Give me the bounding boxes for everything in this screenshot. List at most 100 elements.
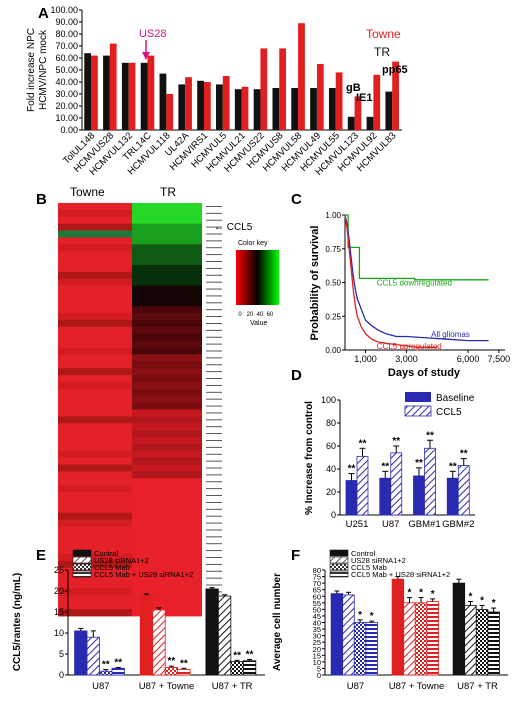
f-y-tick-label: 70 <box>313 579 321 588</box>
e-bar <box>152 609 166 676</box>
heatmap-cell-tr <box>132 540 202 548</box>
heatmap-col-label-tr: TR <box>160 185 176 199</box>
f-sig-label: * <box>419 588 423 599</box>
f-category-label: U87 <box>347 681 364 692</box>
heatmap-cell-towne <box>58 547 132 555</box>
heatmap-cell-tr <box>132 430 202 438</box>
d-sig-label: ** <box>348 464 356 475</box>
e-bar <box>205 588 219 676</box>
d-y-tick-label: 100 <box>321 395 336 405</box>
heatmap-cell-towne <box>58 395 132 404</box>
heatmap-cell-towne <box>58 602 132 610</box>
a-bar-tr <box>103 55 110 130</box>
heatmap-cell-towne <box>58 326 132 335</box>
a-bar-towne <box>128 62 136 130</box>
f-y-tick-label: 50 <box>313 605 321 614</box>
heatmap-cell-towne <box>58 533 132 541</box>
a-bar-towne <box>203 82 211 130</box>
e-y-tick-label: 0 <box>59 670 64 680</box>
heatmap-cell-towne <box>58 609 132 617</box>
c-label-all-gliomas: All gliomas <box>431 330 470 339</box>
d-y-tick-label: 80 <box>326 418 336 428</box>
a-bar-tr <box>253 89 261 130</box>
color-key-ticks: 0 20 40 60 <box>238 312 274 318</box>
a-bar-towne <box>316 64 324 130</box>
heatmap-cell-towne <box>58 505 132 514</box>
a-annotation-ie1: IE1 <box>356 92 373 104</box>
heatmap-cell-tr <box>132 595 202 603</box>
d-bar-ccl5 <box>390 452 403 516</box>
f-sig-label: * <box>370 611 374 622</box>
f-y-label: Average cell number <box>272 573 283 671</box>
heatmap-cell-tr <box>132 388 202 397</box>
a-bar-towne <box>147 55 155 130</box>
heatmap-cell-tr <box>132 203 202 211</box>
e-y-label: CCL5/rantes (ng/mL) <box>12 573 23 671</box>
a-bar-tr <box>178 84 186 130</box>
heatmap-cell-tr <box>132 609 202 617</box>
a-bar-tr <box>291 88 299 130</box>
e-bar <box>139 594 154 676</box>
d-bar-ccl5 <box>457 465 470 516</box>
heatmap-cell-tr <box>132 278 202 286</box>
d-bar-baseline <box>413 475 425 516</box>
a-y-tick-label: 40.00 <box>55 77 78 87</box>
ccl5-arrow-icon: ← <box>214 222 227 233</box>
heatmap-cell-tr <box>132 258 202 266</box>
f-bar <box>353 622 367 676</box>
heatmap-cell-tr <box>132 602 202 610</box>
f-y-tick-label: 5 <box>317 664 321 673</box>
c-series-line <box>344 214 438 348</box>
a-y-tick-label: 0.00 <box>60 125 78 135</box>
d-y-tick-label: 40 <box>326 464 336 474</box>
a-bar-towne <box>241 86 249 130</box>
heatmap-cell-tr <box>132 457 202 465</box>
c-x-label: Days of study <box>388 367 461 379</box>
heatmap-cell-tr <box>132 285 202 293</box>
e-y-tick-label: 15 <box>54 607 64 617</box>
heatmap-cell-towne <box>58 498 132 507</box>
f-bar <box>403 602 416 676</box>
f-bar <box>330 593 344 676</box>
a-bar-tr <box>216 84 223 130</box>
heatmap-cell-tr <box>132 326 202 335</box>
d-sig-label: ** <box>415 458 423 469</box>
c-series-line <box>345 214 489 281</box>
a-bar-towne <box>260 48 268 130</box>
f-category-label: U87 + Towne <box>389 681 445 692</box>
color-key-tick: 20 <box>247 312 254 318</box>
d-legend-swatch-baseline <box>405 392 431 402</box>
heatmap-cell-towne <box>58 354 132 362</box>
panel-label-c: C <box>291 191 302 208</box>
heatmap-cell-towne <box>58 567 132 576</box>
e-legend-label: CCL5 Mab <box>94 563 130 572</box>
f-y-tick-label: 45 <box>313 612 321 621</box>
heatmap-cell-tr <box>132 581 202 589</box>
heatmap-cell-tr <box>132 306 202 314</box>
panel-a-chart: 0.00 10.00 20.00 30.00 40.00 50.00 60.00 70.00 8… <box>26 5 408 178</box>
heatmap-cell-tr <box>132 209 202 218</box>
a-annotation-pp65: pp65 <box>382 64 408 76</box>
c-label-upregulated: CCL5 upregulated <box>377 342 442 351</box>
heatmap-cell-towne <box>58 216 132 225</box>
heatmap-cell-towne <box>58 223 132 231</box>
e-bar <box>242 660 257 676</box>
f-bar <box>342 594 355 676</box>
a-bar-tr <box>366 116 374 130</box>
heatmap-cell-towne <box>58 285 132 293</box>
f-y-tick-label: 30 <box>313 632 321 641</box>
c-y-tick-label: 0.75 <box>325 245 341 254</box>
heatmap-rows <box>58 203 202 617</box>
heatmap-cell-tr <box>132 223 202 231</box>
f-bar <box>365 622 378 676</box>
heatmap-cell-tr <box>132 464 202 472</box>
f-sig-label: * <box>408 588 412 599</box>
c-y-tick-label: 0.00 <box>325 346 341 355</box>
heatmap-cell-towne <box>58 443 132 452</box>
heatmap-cell-towne <box>58 471 132 479</box>
d-sig-label: ** <box>392 436 400 447</box>
a-annotation-gb: gB <box>346 82 361 94</box>
heatmap-cell-towne <box>58 333 132 342</box>
heatmap-cell-towne <box>58 588 132 596</box>
f-bar <box>391 578 405 676</box>
